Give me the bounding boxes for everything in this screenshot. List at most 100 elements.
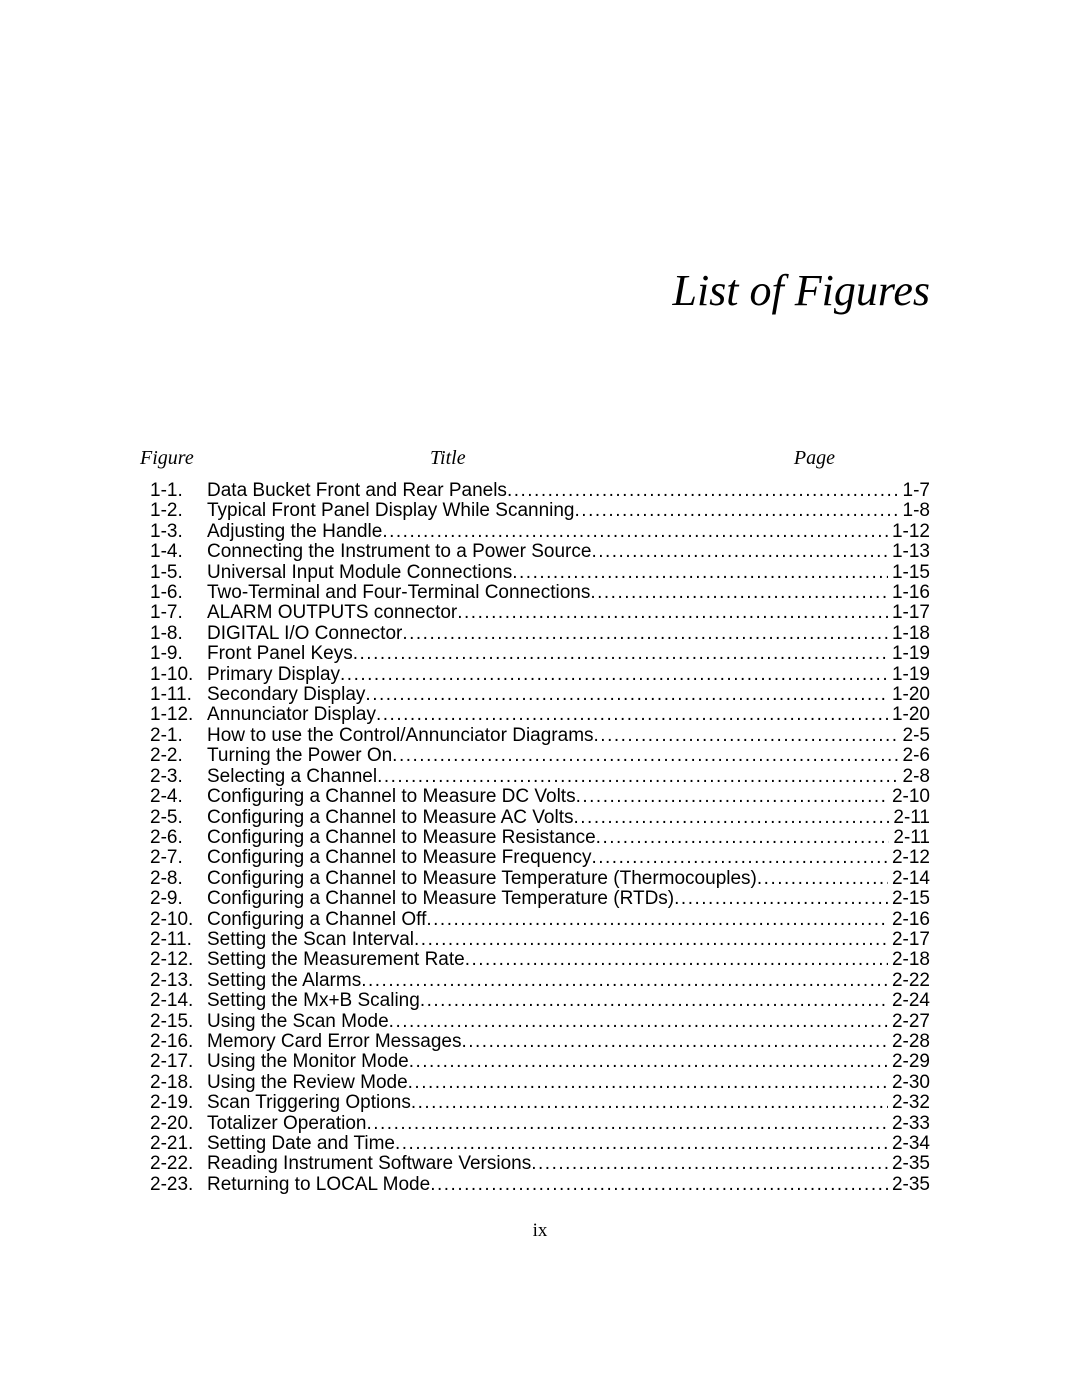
figure-title: Using the Monitor Mode [207, 1052, 409, 1072]
figure-page: 2-11 [889, 828, 930, 848]
figure-entry: 1-8.DIGITAL I/O Connector 1-18 [150, 624, 930, 644]
leader-dots [420, 991, 888, 1011]
figure-page: 2-33 [888, 1114, 930, 1134]
figure-entry: 1-11.Secondary Display1-20 [150, 685, 930, 705]
figure-number: 2-1. [150, 726, 207, 746]
leader-dots [574, 808, 890, 828]
figure-title: Setting the Mx+B Scaling [207, 991, 420, 1011]
figure-number: 2-16. [150, 1032, 207, 1052]
figure-page: 1-8 [899, 501, 930, 521]
figure-number: 1-2. [150, 501, 207, 521]
column-header-title: Title [430, 447, 466, 470]
figure-number: 2-3. [150, 767, 207, 787]
figure-title: Two-Terminal and Four-Terminal Connectio… [207, 583, 590, 603]
figure-entry: 2-2.Turning the Power On2-6 [150, 746, 930, 766]
leader-dots [430, 1175, 888, 1195]
figure-title: Front Panel Keys [207, 644, 353, 664]
figure-title: Typical Front Panel Display While Scanni… [207, 501, 575, 521]
figure-title: Connecting the Instrument to a Power Sou… [207, 542, 591, 562]
figure-page: 2-18 [888, 950, 930, 970]
figure-title: Configuring a Channel Off [207, 910, 426, 930]
figure-number: 1-10. [150, 665, 207, 685]
figure-number: 1-6. [150, 583, 207, 603]
figure-page: 2-35 [888, 1175, 930, 1195]
figure-page: 1-20 [888, 705, 930, 725]
figure-title: Data Bucket Front and Rear Panels [207, 481, 507, 501]
figure-number: 2-12. [150, 950, 207, 970]
figure-number: 1-8. [150, 624, 207, 644]
figure-entry: 2-18.Using the Review Mode2-30 [150, 1073, 930, 1093]
figure-title: Setting the Alarms [207, 971, 361, 991]
figure-page: 2-17 [888, 930, 930, 950]
figure-title: Configuring a Channel to Measure AC Volt… [207, 808, 574, 828]
figure-title: Primary Display [207, 665, 340, 685]
leader-dots [591, 848, 888, 868]
leader-dots [674, 889, 888, 909]
leader-dots [757, 869, 888, 889]
figure-number: 2-7. [150, 848, 207, 868]
figure-entry: 2-11.Setting the Scan Interval2-17 [150, 930, 930, 950]
figure-page: 2-22 [888, 971, 930, 991]
figure-page: 2-11 [889, 808, 930, 828]
figure-page: 2-8 [899, 767, 930, 787]
figure-title: Reading Instrument Software Versions [207, 1154, 531, 1174]
leader-dots [531, 1154, 888, 1174]
figure-page: 2-34 [888, 1134, 930, 1154]
figure-title: Using the Review Mode [207, 1073, 408, 1093]
figure-number: 2-13. [150, 971, 207, 991]
leader-dots [414, 930, 888, 950]
figure-number: 2-14. [150, 991, 207, 1011]
figure-title: Configuring a Channel to Measure Tempera… [207, 889, 674, 909]
leader-dots [575, 501, 899, 521]
figure-page: 1-12 [888, 522, 930, 542]
figure-entry: 2-5.Configuring a Channel to Measure AC … [150, 808, 930, 828]
figure-entry: 2-1.How to use the Control/Annunciator D… [150, 726, 930, 746]
leader-dots [576, 787, 888, 807]
figure-title: Configuring a Channel to Measure DC Volt… [207, 787, 576, 807]
leader-dots [457, 603, 888, 623]
leader-dots [340, 665, 888, 685]
figure-entry: 1-10.Primary Display1-19 [150, 665, 930, 685]
figure-page: 1-7 [899, 481, 930, 501]
page-number: ix [0, 1220, 1080, 1242]
figure-page: 1-18 [888, 624, 930, 644]
figure-number: 2-15. [150, 1012, 207, 1032]
figure-title: Adjusting the Handle [207, 522, 382, 542]
document-page: List of Figures Figure Title Page 1-1.Da… [0, 0, 1080, 1397]
figure-page: 2-6 [899, 746, 930, 766]
figure-number: 2-20. [150, 1114, 207, 1134]
leader-dots [512, 563, 888, 583]
figure-number: 2-2. [150, 746, 207, 766]
figure-title: Scan Triggering Options [207, 1093, 411, 1113]
figure-page: 2-14 [888, 869, 930, 889]
figure-title: DIGITAL I/O Connector [207, 624, 402, 644]
figure-entry: 2-13.Setting the Alarms 2-22 [150, 971, 930, 991]
leader-dots [408, 1073, 888, 1093]
figure-page: 1-19 [888, 644, 930, 664]
figure-title: Configuring a Channel to Measure Resista… [207, 828, 596, 848]
figure-title: ALARM OUTPUTS connector [207, 603, 457, 623]
figure-page: 2-10 [888, 787, 930, 807]
column-header-page: Page [794, 447, 835, 470]
figure-entry: 2-10.Configuring a Channel Off2-16 [150, 910, 930, 930]
figure-entry: 2-20.Totalizer Operation2-33 [150, 1114, 930, 1134]
leader-dots [377, 767, 898, 787]
figure-number: 2-19. [150, 1093, 207, 1113]
figure-title: Setting Date and Time [207, 1134, 395, 1154]
figure-title: Configuring a Channel to Measure Tempera… [207, 869, 757, 889]
figure-title: Memory Card Error Messages [207, 1032, 461, 1052]
figure-entry: 1-3.Adjusting the Handle1-12 [150, 522, 930, 542]
figure-entry: 2-4.Configuring a Channel to Measure DC … [150, 787, 930, 807]
figure-number: 1-4. [150, 542, 207, 562]
leader-dots [392, 746, 898, 766]
figure-entry: 2-15.Using the Scan Mode2-27 [150, 1012, 930, 1032]
figure-title: Universal Input Module Connections [207, 563, 512, 583]
figure-title: Returning to LOCAL Mode [207, 1175, 430, 1195]
figure-page: 1-16 [888, 583, 930, 603]
figure-number: 2-22. [150, 1154, 207, 1174]
figure-page: 1-20 [888, 685, 930, 705]
figure-title: Annunciator Display [207, 705, 376, 725]
leader-dots [594, 726, 899, 746]
figure-entry: 2-23.Returning to LOCAL Mode2-35 [150, 1175, 930, 1195]
leader-dots [411, 1093, 888, 1113]
